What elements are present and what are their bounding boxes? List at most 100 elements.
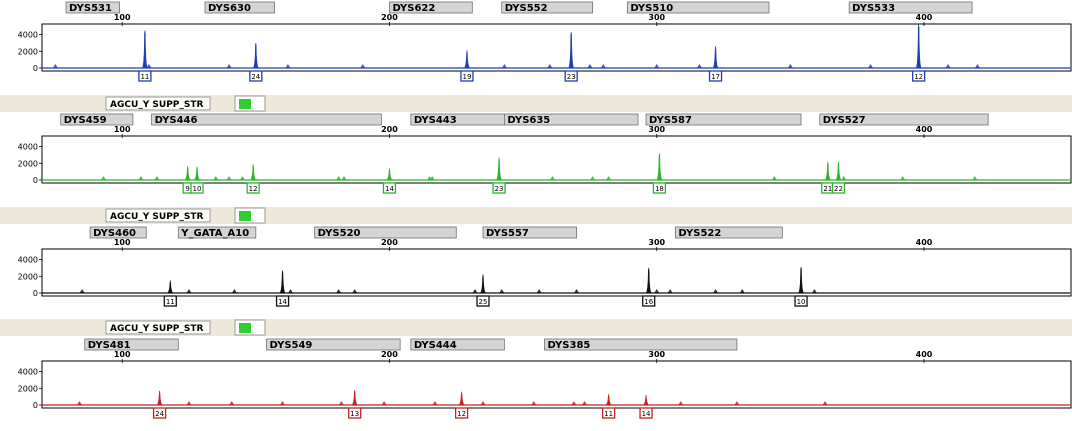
peak[interactable]	[656, 153, 663, 181]
locus-bin-box[interactable]	[645, 113, 802, 126]
peak[interactable]	[141, 30, 149, 69]
locus-bin[interactable]: DYS533	[848, 1, 973, 14]
locus-bin-box[interactable]	[65, 1, 120, 14]
locus-bin[interactable]: DYS446	[151, 113, 382, 126]
allele-box[interactable]	[382, 182, 397, 194]
peak[interactable]	[915, 24, 922, 69]
allele-call[interactable]: 13	[348, 407, 362, 419]
locus-bin[interactable]: DYS557	[482, 226, 577, 239]
allele-call[interactable]: 10	[190, 182, 204, 194]
allele-call[interactable]: 14	[639, 407, 653, 419]
allele-box[interactable]	[601, 407, 616, 419]
allele-box[interactable]	[708, 70, 723, 82]
allele-call[interactable]: 11	[601, 407, 616, 419]
locus-bin[interactable]: DYS510	[626, 1, 770, 14]
allele-box[interactable]	[794, 295, 808, 307]
locus-bin[interactable]: Y_GATA_A10	[177, 226, 257, 239]
peak[interactable]	[184, 165, 191, 181]
peak[interactable]	[567, 31, 575, 69]
peak[interactable]	[279, 270, 286, 294]
locus-bin-box[interactable]	[89, 226, 147, 239]
allele-call[interactable]: 22	[831, 182, 846, 194]
locus-bin[interactable]: DYS444	[410, 338, 505, 351]
allele-box[interactable]	[831, 182, 846, 194]
allele-call[interactable]: 12	[246, 182, 260, 194]
allele-box[interactable]	[163, 295, 177, 307]
dye-color-swatch[interactable]	[239, 99, 251, 109]
peak[interactable]	[479, 274, 487, 294]
locus-bin[interactable]: DYS552	[501, 1, 593, 14]
locus-bin[interactable]: DYS549	[266, 338, 401, 351]
locus-bin[interactable]: DYS622	[389, 1, 473, 14]
allele-box[interactable]	[639, 407, 653, 419]
locus-bin-box[interactable]	[151, 113, 382, 126]
locus-bin-box[interactable]	[626, 1, 770, 14]
peak[interactable]	[351, 389, 359, 406]
locus-bin[interactable]: DYS520	[314, 226, 457, 239]
locus-bin[interactable]: DYS459	[60, 113, 134, 126]
peak[interactable]	[642, 394, 650, 406]
allele-call[interactable]: 14	[275, 295, 290, 307]
allele-box[interactable]	[642, 295, 656, 307]
locus-bin-box[interactable]	[503, 113, 639, 126]
locus-bin[interactable]: DYS522	[675, 226, 783, 239]
locus-bin[interactable]: DYS481	[84, 338, 179, 351]
peak[interactable]	[835, 161, 842, 181]
locus-bin-box[interactable]	[410, 338, 505, 351]
locus-bin-box[interactable]	[84, 338, 179, 351]
peak[interactable]	[156, 390, 163, 406]
peak[interactable]	[797, 267, 805, 294]
peak[interactable]	[645, 267, 653, 294]
allele-call[interactable]: 11	[138, 70, 152, 82]
locus-bin-box[interactable]	[819, 113, 989, 126]
locus-bin-box[interactable]	[501, 1, 593, 14]
allele-box[interactable]	[348, 407, 362, 419]
locus-bin-box[interactable]	[389, 1, 473, 14]
locus-bin-box[interactable]	[266, 338, 401, 351]
allele-box[interactable]	[152, 407, 167, 419]
allele-call[interactable]: 24	[152, 407, 167, 419]
locus-bin[interactable]: DYS635	[503, 113, 639, 126]
allele-box[interactable]	[652, 182, 667, 194]
locus-bin-box[interactable]	[314, 226, 457, 239]
allele-call[interactable]: 25	[476, 295, 490, 307]
locus-bin[interactable]: DYS531	[65, 1, 120, 14]
allele-box[interactable]	[249, 70, 263, 82]
locus-bin-box[interactable]	[177, 226, 257, 239]
allele-call[interactable]: 23	[564, 70, 578, 82]
allele-box[interactable]	[912, 70, 926, 82]
allele-call[interactable]: 12	[912, 70, 926, 82]
peak[interactable]	[386, 168, 393, 181]
allele-call[interactable]: 16	[642, 295, 656, 307]
allele-box[interactable]	[138, 70, 152, 82]
locus-bin[interactable]: DYS443	[410, 113, 505, 126]
locus-bin[interactable]: DYS385	[544, 338, 738, 351]
peak[interactable]	[463, 50, 471, 69]
peak[interactable]	[605, 394, 612, 406]
locus-bin[interactable]: DYS587	[645, 113, 802, 126]
allele-box[interactable]	[460, 70, 474, 82]
locus-bin-box[interactable]	[544, 338, 738, 351]
allele-box[interactable]	[492, 182, 506, 194]
allele-box[interactable]	[246, 182, 260, 194]
dye-color-swatch[interactable]	[239, 323, 251, 333]
allele-box[interactable]	[564, 70, 578, 82]
allele-call[interactable]: 19	[460, 70, 474, 82]
locus-bin[interactable]: DYS460	[89, 226, 147, 239]
allele-box[interactable]	[454, 407, 469, 419]
allele-call[interactable]: 24	[249, 70, 263, 82]
peak[interactable]	[249, 164, 257, 181]
allele-box[interactable]	[275, 295, 290, 307]
locus-bin-box[interactable]	[848, 1, 973, 14]
allele-call[interactable]: 23	[492, 182, 506, 194]
peak[interactable]	[495, 157, 503, 181]
allele-call[interactable]: 14	[382, 182, 397, 194]
allele-call[interactable]: 17	[708, 70, 723, 82]
allele-call[interactable]: 10	[794, 295, 808, 307]
peak[interactable]	[712, 46, 719, 69]
peak[interactable]	[252, 42, 260, 69]
allele-box[interactable]	[190, 182, 204, 194]
locus-bin[interactable]: DYS527	[819, 113, 989, 126]
allele-box[interactable]	[476, 295, 490, 307]
dye-color-swatch[interactable]	[239, 211, 251, 221]
